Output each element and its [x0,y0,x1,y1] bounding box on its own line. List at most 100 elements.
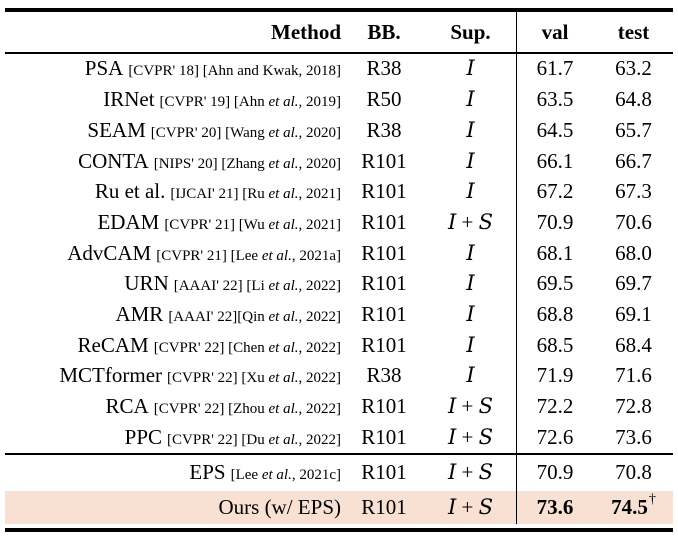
val-score: 72.6 [536,424,574,449]
method-cell: EDAM [CVPR' 21] [Wu et al., 2021] [5,209,343,234]
val-cell: 69.5 [516,268,593,300]
method-cell: Ru et al. [IJCAI' 21] [Ru et al., 2021] [5,181,343,202]
test-cell: 65.7 [593,115,674,146]
citation-part: et al. [268,216,299,233]
test-cell: 68.0 [593,238,674,269]
col-header-backbone: BB. [367,19,401,44]
citation-part: [CVPR' 20] [Wang [150,124,269,141]
val-cell: 70.9 [516,454,593,491]
backbone-value: R101 [361,424,407,449]
table-row: PPC [CVPR' 22] [Du et al., 2022] R101 I … [5,421,673,453]
method-citation: [CVPR' 22] [Du et al., 2022] [167,431,342,448]
method-cell: PSA [CVPR' 18] [Ahn and Kwak, 2018] [5,58,343,79]
backbone-cell: R101 [343,146,425,177]
method-citation: [CVPR' 22] [Zhou et al., 2022] [154,402,341,417]
method-citation: [IJCAI' 21] [Ru et al., 2021] [170,187,341,202]
math-script-letter: I [466,148,475,173]
supervision-cell: I [425,299,516,330]
table-row: Ours (w/ EPS) R101 I + S 73.6 74.5 † [5,490,673,524]
table-row: CONTA [NIPS' 20] [Zhang et al., 2020] R1… [5,145,673,177]
val-score: 61.7 [536,56,574,81]
citation-part: [CVPR' 21] [Wu [164,216,269,233]
test-cell: 63.2 [593,54,674,85]
table-row: URN [AAAI' 22] [Li et al., 2022] R101 I … [5,268,674,300]
test-score: 66.7 [615,148,652,173]
math-script-letter: I [466,56,475,81]
val-score: 71.9 [536,363,574,388]
supervision-cell: I [425,115,516,146]
citation-part: [Lee [230,467,262,484]
test-score: 63.2 [615,56,652,81]
math-script-letter: I [466,271,475,296]
backbone-cell: R101 [343,330,425,361]
val-cell: 72.6 [516,421,593,453]
supervision-cell: I + S [425,491,516,524]
math-script-letter: S [478,394,494,418]
test-cell: 69.7 [593,268,674,299]
citation-part: [CVPR' 22] [Xu [167,370,269,387]
citation-part: [CVPR' 18] [Ahn and Kwak, 2018] [128,63,341,80]
val-cell: 64.5 [516,114,593,146]
table-row: EDAM [CVPR' 21] [Wu et al., 2021] R101 I… [5,207,673,238]
table-row: EPS [Lee et al., 2021c] R101 I + S 70.9 … [5,454,673,491]
test-cell: 69.1 [593,299,674,330]
supervision-cell: I [425,146,516,177]
test-score: 68.0 [615,240,652,265]
table-header-row: Method BB. Sup. val test [5,12,673,52]
math-script-letter: I [466,87,475,112]
citation-part: et al. [268,155,299,172]
backbone-cell: R101 [343,176,425,207]
table-row: RCA [CVPR' 22] [Zhou et al., 2022] R101 … [5,391,673,422]
method-name: ReCAM [77,332,149,357]
test-score: 70.6 [615,209,652,234]
method-name: RCA [105,394,149,418]
table-row: SEAM [CVPR' 20] [Wang et al., 2020] R38 … [5,114,674,146]
plus-sign: + [456,424,479,449]
backbone-value: R38 [366,117,402,142]
table-body: PSA [CVPR' 18] [Ahn and Kwak, 2018] R38 … [0,53,678,453]
test-cell: 67.3 [593,176,674,207]
table-row: IRNet [CVPR' 19] [Ahn et al., 2019] R50 … [5,84,673,115]
citation-part: , 2021c] [291,467,341,484]
backbone-value: R101 [361,209,407,234]
backbone-cell: R101 [343,422,425,453]
plus-sign: + [456,460,479,485]
test-score: 67.3 [615,179,652,204]
val-score: 63.5 [536,87,574,112]
val-cell: 68.5 [516,329,593,361]
table-row: ReCAM [CVPR' 22] [Chen et al., 2022] R10… [5,329,673,361]
citation-part: et al. [268,94,299,111]
col-header-test: test [617,19,650,44]
citation-part: , 2019] [298,94,342,111]
math-script-letter: S [478,460,494,485]
method-citation: [CVPR' 20] [Wang et al., 2020] [150,124,341,141]
supervision-cell: I + S [425,422,516,453]
citation-part: , 2021a] [291,247,341,264]
method-name: EPS [189,460,226,485]
backbone-cell: R101 [343,491,425,524]
citation-part: , 2022] [298,431,342,448]
test-score: 74.5 [611,494,648,519]
method-citation: [CVPR' 19] [Ahn et al., 2019] [160,95,341,110]
section-separator-rule [5,452,673,455]
val-score: 70.9 [536,460,574,485]
val-score: 64.5 [536,117,574,142]
supervision-cell: I [425,360,516,391]
test-score: 71.6 [615,363,652,388]
test-score: 69.7 [615,271,652,296]
backbone-value: R50 [366,87,402,112]
backbone-value: R101 [361,394,407,418]
table-row: Ru et al. [IJCAI' 21] [Ru et al., 2021] … [5,176,674,208]
method-name: EDAM [97,209,160,234]
backbone-value: R38 [366,363,402,388]
citation-part: [AAAI' 22] [Li [173,278,269,295]
table-row: PSA [CVPR' 18] [Ahn and Kwak, 2018] R38 … [5,53,674,85]
citation-part: [CVPR' 22] [Zhou [153,401,269,417]
test-cell: 70.6 [593,207,674,238]
method-name: PPC [124,424,163,449]
val-score: 68.1 [536,240,574,265]
val-score: 72.2 [536,394,574,418]
header-separator-rule [5,52,673,54]
citation-part: [NIPS' 20] [Zhang [153,155,269,172]
